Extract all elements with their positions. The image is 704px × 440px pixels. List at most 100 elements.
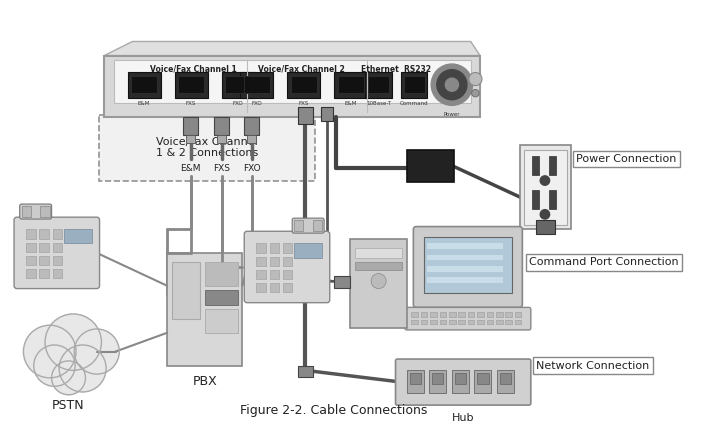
Bar — [175, 72, 208, 98]
Circle shape — [34, 345, 75, 386]
Circle shape — [540, 210, 550, 219]
FancyBboxPatch shape — [396, 359, 531, 405]
Circle shape — [540, 176, 550, 185]
Bar — [429, 370, 446, 393]
Bar — [321, 107, 332, 121]
Circle shape — [371, 274, 386, 289]
Circle shape — [23, 325, 76, 378]
Bar — [22, 206, 31, 217]
Bar — [53, 269, 62, 278]
Text: PBX: PBX — [192, 375, 217, 388]
Text: E&M: E&M — [180, 164, 201, 172]
Bar — [183, 117, 199, 136]
Circle shape — [45, 314, 101, 370]
Bar — [449, 312, 455, 317]
Bar — [496, 312, 503, 317]
Text: FXS: FXS — [213, 164, 230, 172]
Bar — [39, 229, 49, 239]
Bar — [313, 220, 322, 231]
Bar — [368, 76, 389, 93]
Bar — [270, 283, 279, 292]
Bar — [412, 319, 418, 324]
Bar — [205, 309, 238, 333]
Bar — [548, 156, 556, 175]
Bar — [113, 60, 471, 103]
Text: Voice/Fax Channel
1 & 2 Connections: Voice/Fax Channel 1 & 2 Connections — [156, 137, 258, 158]
Bar — [407, 150, 454, 183]
Bar — [270, 243, 279, 253]
Bar — [298, 107, 313, 124]
Bar — [26, 256, 36, 265]
Bar — [355, 248, 402, 257]
Bar — [294, 220, 303, 231]
Bar — [283, 270, 292, 279]
Bar — [412, 312, 418, 317]
Bar — [407, 370, 424, 393]
Text: Power Connection: Power Connection — [576, 154, 677, 164]
Bar — [338, 76, 363, 93]
Text: Command Port Connection: Command Port Connection — [529, 257, 679, 267]
FancyBboxPatch shape — [244, 231, 329, 303]
Circle shape — [74, 329, 119, 374]
Bar — [421, 319, 427, 324]
Bar — [99, 115, 315, 180]
Bar — [26, 242, 36, 252]
Bar — [104, 55, 480, 117]
Bar — [39, 269, 49, 278]
Bar — [270, 257, 279, 266]
Bar — [458, 312, 465, 317]
Bar — [214, 117, 230, 136]
Bar — [548, 190, 556, 209]
Bar — [365, 72, 391, 98]
Bar — [26, 269, 36, 278]
Bar — [39, 242, 49, 252]
Bar — [474, 370, 491, 393]
Bar — [440, 319, 446, 324]
Text: Command: Command — [400, 101, 429, 106]
Bar — [496, 319, 503, 324]
Text: Power: Power — [444, 112, 460, 117]
Bar — [404, 76, 425, 93]
Bar — [427, 243, 503, 249]
Bar — [291, 76, 317, 93]
Bar — [500, 373, 511, 385]
Bar — [477, 373, 489, 385]
Bar — [524, 150, 567, 225]
Bar — [505, 312, 512, 317]
Text: Ethernet  RS232: Ethernet RS232 — [360, 65, 431, 74]
Bar — [427, 255, 503, 260]
Bar — [225, 76, 251, 93]
Bar — [532, 156, 539, 175]
Text: E&M: E&M — [137, 101, 150, 106]
Bar — [241, 72, 273, 98]
Bar — [515, 319, 522, 324]
Bar — [486, 312, 494, 317]
Bar — [53, 229, 62, 239]
Text: FXS: FXS — [186, 101, 196, 106]
Bar — [486, 319, 494, 324]
Bar — [401, 72, 427, 98]
Bar — [256, 257, 266, 266]
Bar — [334, 276, 351, 288]
Bar — [283, 283, 292, 292]
Bar — [186, 136, 196, 143]
Bar — [355, 262, 402, 270]
FancyBboxPatch shape — [405, 308, 531, 330]
Bar — [217, 136, 227, 143]
FancyBboxPatch shape — [413, 227, 522, 308]
Bar — [53, 242, 62, 252]
Text: FXO: FXO — [251, 101, 262, 106]
Text: FXO: FXO — [232, 101, 243, 106]
Circle shape — [469, 73, 482, 86]
Bar — [505, 319, 512, 324]
Bar — [497, 370, 514, 393]
Bar — [421, 312, 427, 317]
Bar — [294, 243, 322, 257]
Bar — [247, 136, 256, 143]
Bar — [127, 72, 161, 98]
FancyBboxPatch shape — [292, 218, 324, 233]
Bar — [520, 145, 571, 229]
Text: FXS: FXS — [298, 101, 308, 106]
Bar — [283, 257, 292, 266]
Text: Network Connection: Network Connection — [536, 361, 650, 370]
